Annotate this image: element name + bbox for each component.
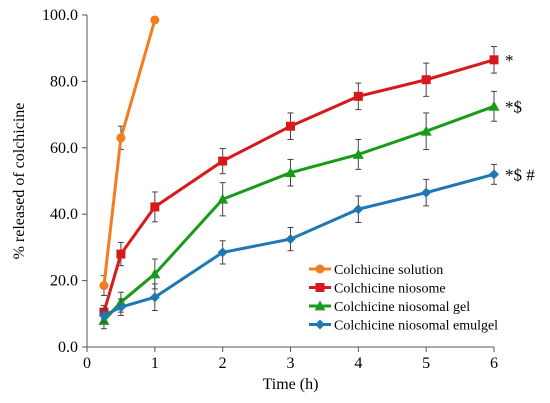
- data-point: [489, 55, 499, 65]
- y-tick-label: 40.0: [50, 206, 78, 223]
- data-point: [218, 156, 228, 166]
- x-axis-title: Time (h): [263, 376, 319, 393]
- data-point: [421, 187, 432, 198]
- series-3: [98, 163, 499, 323]
- series-line: [103, 172, 495, 317]
- legend-item: Colchicine niosomal emulgel: [309, 319, 498, 334]
- x-tick-label: 1: [151, 355, 159, 372]
- y-tick-label: 20.0: [50, 273, 78, 290]
- x-tick-label: 4: [354, 355, 362, 372]
- y-axis-title: % released of colchicine: [11, 103, 28, 260]
- legend-label: Colchicine solution: [334, 263, 443, 278]
- legend-marker: [314, 300, 326, 311]
- data-point: [149, 268, 161, 279]
- x-tick-label: 5: [422, 355, 430, 372]
- data-point: [285, 167, 296, 178]
- annotations: * *$ *$ #: [505, 51, 535, 185]
- x-tick-label: 3: [287, 355, 295, 372]
- y-tick-label: 60.0: [50, 140, 78, 157]
- axes: 0.0 20.0 40.0 60.0 80.0 100.0 0 1 2 3 4 5 6: [42, 7, 498, 372]
- x-tick-label: 6: [490, 355, 498, 372]
- data-point: [286, 121, 295, 131]
- series-line: [102, 19, 157, 286]
- legend: Colchicine solution Colchicine niosome Col…: [309, 263, 498, 334]
- data-point: [116, 133, 126, 143]
- y-tick-label: 0.0: [58, 339, 78, 356]
- legend-marker: [315, 264, 325, 274]
- legend-label: Colchicine niosomal gel: [334, 300, 470, 315]
- legend-label: Colchicine niosomal emulgel: [334, 319, 498, 334]
- data-point: [285, 234, 296, 245]
- data-point: [99, 281, 109, 291]
- legend-label: Colchicine niosome: [334, 282, 446, 297]
- data-point: [353, 91, 363, 101]
- legend-item: Colchicine niosome: [309, 282, 446, 297]
- series-line: [102, 58, 495, 313]
- legend-item: Colchicine solution: [309, 263, 443, 278]
- legend-marker: [315, 319, 325, 330]
- data-point: [353, 204, 364, 215]
- legend-marker: [315, 283, 325, 292]
- data-point: [489, 169, 499, 180]
- significance-annotation: *$ #: [505, 165, 535, 184]
- data-point: [116, 249, 126, 259]
- data-point: [98, 310, 109, 321]
- data-point: [217, 193, 229, 204]
- data-point: [421, 75, 431, 85]
- data-point: [420, 125, 432, 136]
- significance-annotation: *: [505, 51, 514, 70]
- data-point: [149, 292, 160, 303]
- data-point: [115, 302, 126, 313]
- data-point: [488, 100, 500, 111]
- series-layer: [98, 15, 500, 330]
- data-point: [150, 15, 160, 25]
- series-line: [102, 104, 495, 322]
- significance-annotation: *$: [505, 97, 522, 116]
- x-tick-label: 0: [83, 355, 91, 372]
- x-tick-label: 2: [219, 355, 227, 372]
- y-tick-label: 100.0: [42, 7, 78, 24]
- data-point: [352, 148, 364, 159]
- data-point: [150, 202, 160, 212]
- y-tick-label: 80.0: [50, 73, 78, 90]
- series-0: [99, 15, 160, 297]
- data-point: [217, 247, 228, 258]
- legend-item: Colchicine niosomal gel: [309, 300, 470, 315]
